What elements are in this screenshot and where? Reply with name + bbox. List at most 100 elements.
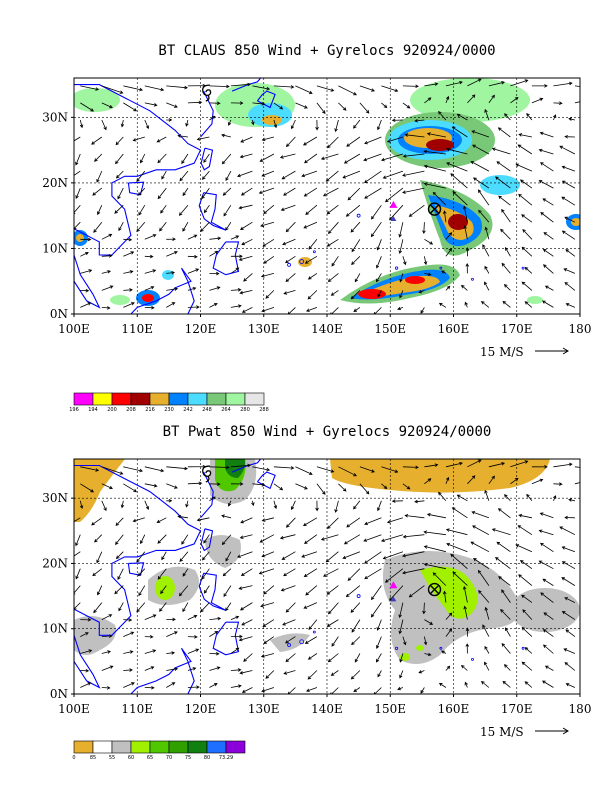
wind-arrow [422, 222, 426, 235]
wind-arrow [261, 517, 274, 522]
wind-arrow [283, 568, 296, 577]
wind-arrow [307, 290, 318, 300]
wind-arrow [166, 302, 176, 308]
wind-arrow [543, 232, 554, 240]
wind-arrow [561, 165, 576, 172]
wind-arrow [209, 666, 221, 671]
coastline-segment [212, 621, 240, 656]
wind-arrow [144, 234, 157, 240]
wind-arrow [539, 131, 554, 138]
colorbar-swatch [73, 392, 94, 406]
colorbar-label: 73.29 [219, 755, 233, 761]
wind-arrow [564, 216, 576, 223]
wind-arrow [561, 196, 576, 206]
wind-arrow [94, 534, 103, 543]
wind-arrow [565, 249, 576, 257]
wind-arrow [157, 534, 167, 544]
wind-arrow [181, 534, 189, 545]
wind-arrow [402, 483, 411, 490]
wind-arrow [252, 482, 266, 487]
wind-arrow [273, 466, 295, 470]
wind-arrow [402, 568, 425, 575]
y-tick-label: 0N [50, 687, 68, 701]
wind-arrow [542, 264, 554, 274]
wind-arrow [399, 653, 404, 663]
wind-arrow [144, 286, 155, 291]
wind-arrow [330, 670, 339, 676]
wind-arrow [307, 273, 318, 280]
wind-arrow [223, 204, 232, 217]
wind-arrow [526, 493, 533, 502]
wind-arrow [144, 269, 157, 274]
wind-arrow [500, 228, 511, 240]
wind-arrow [541, 300, 554, 308]
wind-arrow [377, 290, 382, 298]
wind-arrow [482, 624, 490, 637]
wind-arrow [159, 221, 167, 232]
wind-arrow [136, 551, 146, 563]
wind-arrow [285, 517, 296, 528]
wind-arrow [166, 667, 179, 671]
x-tick-labels: 100E 110E 120E 130E 140E 150E 160E 170E 180 [58, 314, 591, 336]
wind-arrow [144, 305, 155, 310]
wind-arrow [303, 568, 318, 578]
wind-arrow [258, 568, 275, 575]
wind-arrow [326, 238, 339, 247]
wind-arrow [187, 635, 198, 639]
wind-arrow [561, 230, 576, 240]
wind-arrow [381, 466, 399, 473]
colorbar-label: 75 [185, 755, 191, 761]
wind-arrow [285, 221, 296, 233]
wind-arrow [96, 551, 103, 564]
wind-arrow [398, 222, 404, 238]
wind-arrow [101, 285, 114, 291]
wind-arrow [115, 551, 124, 560]
wind-arrow [144, 685, 155, 690]
wind-arrow [101, 85, 124, 94]
wind-arrow [467, 78, 482, 87]
wind-arrow [200, 221, 210, 232]
y-tick-label: 30N [42, 491, 68, 505]
wind-arrow [552, 495, 557, 501]
reference-vector: 15 M/S [480, 345, 569, 359]
panel-claus: BT CLAUS 850 Wind + Gyrelocs 920924/0000 [42, 43, 591, 413]
wind-arrow [399, 670, 404, 679]
colorbar-swatch [187, 392, 208, 406]
wind-arrow [503, 284, 511, 291]
wind-arrow [209, 496, 216, 502]
wind-arrow [452, 191, 468, 206]
coastline-segment [200, 528, 214, 552]
wind-arrow [281, 551, 296, 560]
wind-arrow [209, 271, 220, 276]
wind-arrow [123, 466, 144, 473]
wind-arrow [465, 627, 470, 637]
wind-arrow [80, 102, 95, 112]
wind-arrow [222, 187, 232, 196]
wind-arrow [316, 466, 335, 473]
wind-arrow [74, 136, 81, 142]
wind-arrow [488, 462, 506, 468]
wind-arrow [456, 113, 468, 121]
wind-arrow [334, 119, 339, 133]
wind-arrow [263, 255, 275, 264]
wind-arrow [166, 85, 189, 90]
wind-arrow [472, 525, 490, 536]
wind-arrow [346, 136, 361, 147]
wind-arrow [120, 119, 125, 128]
wind-arrow [301, 170, 318, 178]
wind-arrow [438, 682, 447, 688]
island-outline [439, 646, 443, 650]
wind-arrow [260, 602, 275, 608]
colorbar: 196 194 200 208 216 230 242 248 264 280 288 [69, 392, 269, 413]
wind-arrow [445, 248, 453, 257]
wind-arrow [115, 153, 124, 165]
wind-arrow [123, 483, 138, 493]
colorbar-swatch [92, 392, 113, 406]
wind-arrow [80, 618, 92, 622]
wind-arrow [101, 500, 107, 512]
colorbar-label: 55 [109, 755, 115, 761]
wind-arrow [477, 189, 490, 206]
wind-arrow [209, 84, 230, 89]
wind-arrow [115, 517, 124, 526]
triangle-marker [389, 581, 398, 589]
